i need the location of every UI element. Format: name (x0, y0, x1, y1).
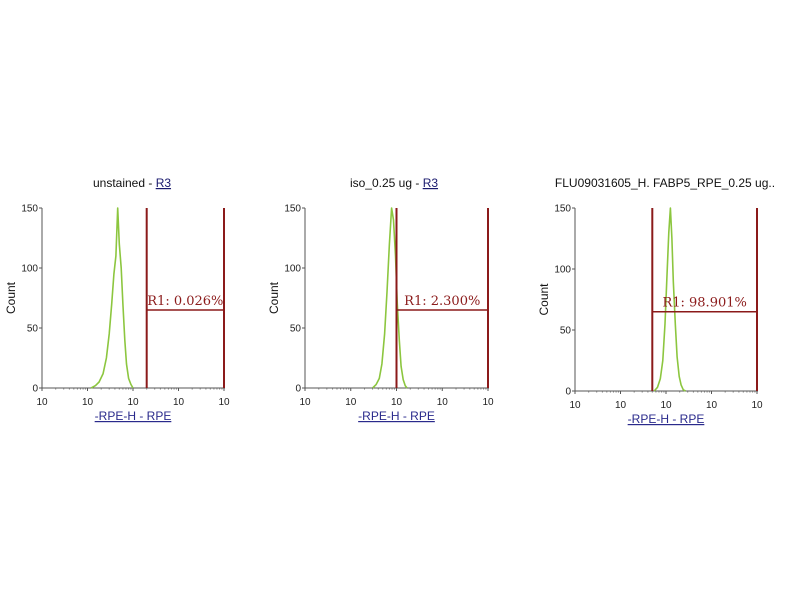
gate-separator: : (165, 294, 174, 309)
histogram-trace (653, 207, 686, 392)
x-tick-label: 10 (660, 400, 672, 411)
chart-title-gate-link[interactable]: R3 (156, 176, 172, 190)
y-tick-label: 50 (560, 326, 572, 337)
gate-percent: 0.026% (174, 294, 224, 309)
gate-percent: 98.901% (689, 296, 747, 311)
chart-title-gate-link[interactable]: R3 (423, 176, 439, 190)
gate-name: R1 (147, 294, 165, 309)
chart-title: FLU09031605_H. FABP5_RPE_0.25 ug.. (555, 176, 775, 190)
histogram-panel-3: FLU09031605_H. FABP5_RPE_0.25 ug.. 0 50 100… (537, 176, 775, 426)
y-tick-label: 0 (565, 387, 571, 398)
y-axis-label: Count (267, 281, 281, 314)
x-tick-label: 10 (299, 397, 311, 408)
y-tick-label: 150 (554, 204, 571, 215)
histogram-panel-1: unstained - R3 0 50 100 150 10 10 10 10 10 Count -R… (4, 176, 230, 423)
x-tick-label: 10 (751, 400, 763, 411)
x-axis-label: -RPE-H - RPE (358, 409, 435, 423)
chart-title-text: iso_0.25 ug - (350, 176, 423, 190)
y-tick-label: 150 (21, 204, 38, 215)
y-tick-label: 100 (554, 265, 571, 276)
y-axis-label: Count (4, 281, 18, 314)
x-tick-label: 10 (127, 397, 139, 408)
chart-title: iso_0.25 ug - R3 (350, 176, 438, 190)
y-tick-label: 0 (295, 384, 301, 395)
gate-separator: : (681, 296, 690, 311)
x-tick-label: 10 (345, 397, 357, 408)
x-tick-label: 10 (391, 397, 403, 408)
y-tick-label: 50 (290, 324, 302, 335)
gate-percent: 2.300% (431, 294, 481, 309)
y-tick-label: 0 (32, 384, 38, 395)
x-tick-label: 10 (82, 397, 94, 408)
y-axis-label: Count (537, 283, 551, 316)
gate-name: R1 (404, 294, 422, 309)
gate-label: R1: 2.300% (404, 294, 480, 309)
chart-title: unstained - R3 (93, 176, 171, 190)
chart-title-text: unstained - (93, 176, 156, 190)
y-tick-label: 100 (21, 264, 38, 275)
gate-name: R1 (662, 296, 680, 311)
gate-label: R1: 0.026% (147, 294, 223, 309)
gate-label: R1: 98.901% (662, 296, 746, 311)
x-tick-label: 10 (218, 397, 230, 408)
x-axis-label: -RPE-H - RPE (628, 412, 705, 426)
x-tick-label: 10 (437, 397, 449, 408)
x-tick-label: 10 (615, 400, 627, 411)
gate-separator: : (422, 294, 431, 309)
y-tick-label: 100 (284, 264, 301, 275)
x-tick-label: 10 (706, 400, 718, 411)
x-tick-label: 10 (569, 400, 581, 411)
histogram-panel-2: iso_0.25 ug - R3 0 50 100 150 10 10 10 10 10 Count… (267, 176, 494, 423)
y-tick-label: 50 (27, 324, 39, 335)
x-tick-label: 10 (173, 397, 185, 408)
x-tick-label: 10 (482, 397, 494, 408)
chart-title-text: FLU09031605_H. FABP5_RPE_0.25 ug.. (555, 176, 775, 190)
histogram-trace (90, 207, 134, 389)
x-axis-label: -RPE-H - RPE (95, 409, 172, 423)
y-tick-label: 150 (284, 204, 301, 215)
x-tick-label: 10 (36, 397, 48, 408)
histogram-trace (372, 207, 408, 389)
